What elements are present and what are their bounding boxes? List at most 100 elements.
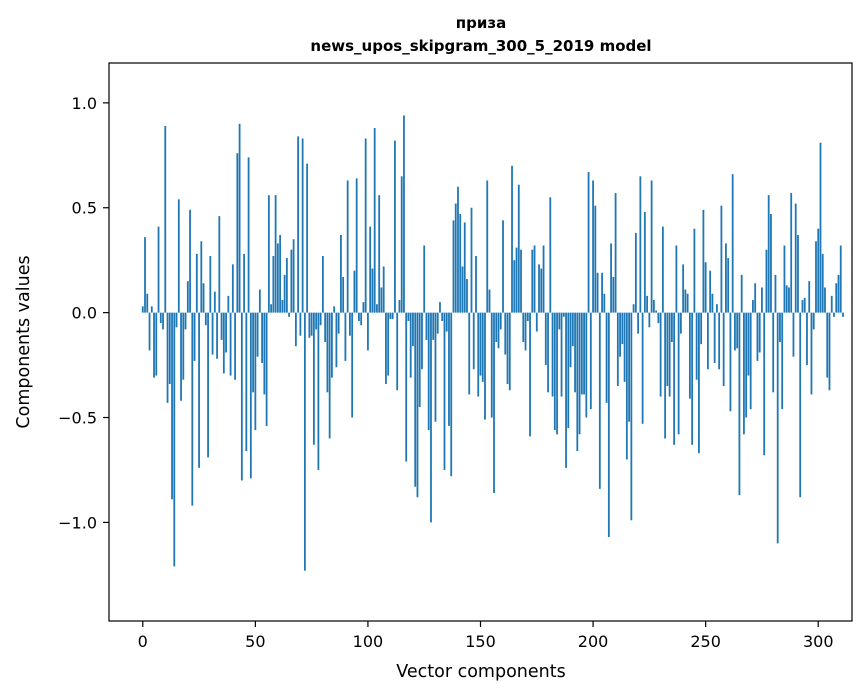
bar-37 xyxy=(225,312,227,353)
bar-15 xyxy=(175,312,178,328)
bar-258 xyxy=(722,312,725,387)
bar-234 xyxy=(668,312,671,397)
bar-235 xyxy=(670,312,673,342)
bar-130 xyxy=(434,312,437,422)
bar-126 xyxy=(425,312,428,340)
bar-183 xyxy=(553,312,556,431)
bar-42 xyxy=(236,153,239,313)
bar-107 xyxy=(382,266,385,313)
bar-49 xyxy=(252,312,254,393)
bar-211 xyxy=(616,312,619,387)
bar-65 xyxy=(288,312,291,317)
bar-32 xyxy=(213,291,216,313)
bar-128 xyxy=(430,312,432,523)
bar-233 xyxy=(666,312,669,387)
bar-89 xyxy=(342,276,345,313)
bar-214 xyxy=(623,312,626,382)
bar-75 xyxy=(310,312,313,336)
bar-115 xyxy=(400,176,403,313)
bar-244 xyxy=(691,312,694,445)
bar-3 xyxy=(148,312,151,351)
bar-191 xyxy=(571,312,574,347)
bar-108 xyxy=(385,312,387,384)
bar-218 xyxy=(632,304,635,313)
bar-311 xyxy=(842,312,844,317)
bar-190 xyxy=(569,312,572,368)
bar-129 xyxy=(432,312,435,340)
bar-252 xyxy=(709,270,712,313)
bar-8 xyxy=(159,312,162,324)
bar-30 xyxy=(209,255,212,313)
bar-79 xyxy=(319,312,322,326)
bar-88 xyxy=(340,235,342,313)
bar-169 xyxy=(522,312,525,342)
bar-208 xyxy=(610,243,612,313)
bar-141 xyxy=(459,214,462,313)
bar-193 xyxy=(576,312,579,452)
bar-135 xyxy=(445,312,448,332)
bar-140 xyxy=(457,186,459,313)
bar-256 xyxy=(718,312,721,370)
bar-295 xyxy=(806,312,808,366)
bar-267 xyxy=(743,312,745,435)
bar-147 xyxy=(472,312,475,370)
bar-274 xyxy=(758,312,761,353)
bar-41 xyxy=(234,312,236,380)
bar-296 xyxy=(808,281,811,313)
bar-4 xyxy=(150,306,153,313)
bar-285 xyxy=(783,245,786,313)
bar-249 xyxy=(702,209,705,313)
bar-80 xyxy=(321,255,324,313)
bar-64 xyxy=(285,258,288,313)
y-tick-label: 0.0 xyxy=(72,304,97,323)
bar-175 xyxy=(535,312,538,332)
y-tick-label: −1.0 xyxy=(58,513,97,532)
y-tick-label: 0.5 xyxy=(72,199,97,218)
bar-198 xyxy=(587,172,590,313)
bar-58 xyxy=(272,255,275,313)
bars-group xyxy=(141,115,844,571)
y-tick-label: −0.5 xyxy=(58,409,97,428)
bar-54 xyxy=(263,312,266,395)
bar-242 xyxy=(686,293,689,313)
bar-192 xyxy=(574,312,576,393)
bar-123 xyxy=(418,312,421,408)
bar-257 xyxy=(720,205,723,313)
bar-268 xyxy=(745,312,748,418)
bar-303 xyxy=(824,287,826,313)
bar-91 xyxy=(346,180,349,313)
bar-40 xyxy=(231,264,234,313)
bar-97 xyxy=(360,312,363,326)
bar-120 xyxy=(412,312,414,347)
bar-182 xyxy=(551,312,554,397)
x-tick-label: 50 xyxy=(245,632,265,651)
bar-26 xyxy=(200,241,203,313)
bar-143 xyxy=(463,222,466,313)
bar-10 xyxy=(164,125,167,313)
bar-178 xyxy=(542,245,545,313)
bar-87 xyxy=(337,312,340,334)
bar-117 xyxy=(405,312,408,462)
bar-189 xyxy=(567,312,570,429)
bar-250 xyxy=(704,262,707,313)
bar-215 xyxy=(625,312,628,460)
bar-98 xyxy=(362,302,365,313)
bar-83 xyxy=(328,312,331,439)
bar-82 xyxy=(326,312,329,393)
bar-74 xyxy=(308,312,311,338)
x-tick-label: 150 xyxy=(465,632,496,651)
bar-104 xyxy=(376,304,378,313)
bar-212 xyxy=(619,312,621,357)
bar-261 xyxy=(729,312,732,412)
bar-299 xyxy=(815,241,817,313)
bar-259 xyxy=(725,243,727,313)
bar-34 xyxy=(218,216,221,313)
bar-121 xyxy=(414,312,417,487)
bar-150 xyxy=(479,312,482,376)
bar-23 xyxy=(193,312,196,361)
bar-84 xyxy=(331,312,333,378)
bar-66 xyxy=(290,249,293,313)
bar-22 xyxy=(191,312,194,506)
bar-225 xyxy=(648,312,651,328)
bar-253 xyxy=(711,293,714,313)
